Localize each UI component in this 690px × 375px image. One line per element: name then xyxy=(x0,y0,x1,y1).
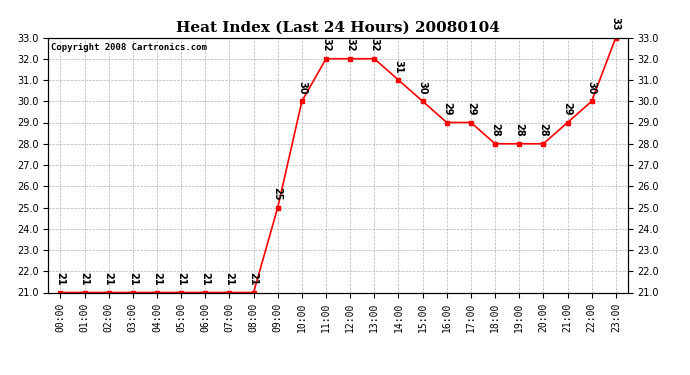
Text: 21: 21 xyxy=(128,272,138,285)
Text: 29: 29 xyxy=(442,102,452,116)
Text: 30: 30 xyxy=(297,81,307,94)
Text: 25: 25 xyxy=(273,187,283,201)
Text: 28: 28 xyxy=(514,123,524,137)
Text: 31: 31 xyxy=(393,60,404,73)
Text: 28: 28 xyxy=(490,123,500,137)
Text: 32: 32 xyxy=(369,38,380,52)
Text: 21: 21 xyxy=(248,272,259,285)
Text: 28: 28 xyxy=(538,123,549,137)
Text: 21: 21 xyxy=(176,272,186,285)
Text: 21: 21 xyxy=(224,272,235,285)
Text: 21: 21 xyxy=(79,272,90,285)
Text: 29: 29 xyxy=(562,102,573,116)
Text: 29: 29 xyxy=(466,102,476,116)
Title: Heat Index (Last 24 Hours) 20080104: Heat Index (Last 24 Hours) 20080104 xyxy=(176,21,500,35)
Text: 21: 21 xyxy=(104,272,114,285)
Text: 30: 30 xyxy=(417,81,428,94)
Text: 30: 30 xyxy=(586,81,597,94)
Text: 21: 21 xyxy=(152,272,162,285)
Text: 32: 32 xyxy=(321,38,331,52)
Text: 21: 21 xyxy=(55,272,66,285)
Text: Copyright 2008 Cartronics.com: Copyright 2008 Cartronics.com xyxy=(51,43,207,52)
Text: 21: 21 xyxy=(200,272,210,285)
Text: 32: 32 xyxy=(345,38,355,52)
Text: 33: 33 xyxy=(611,17,621,30)
